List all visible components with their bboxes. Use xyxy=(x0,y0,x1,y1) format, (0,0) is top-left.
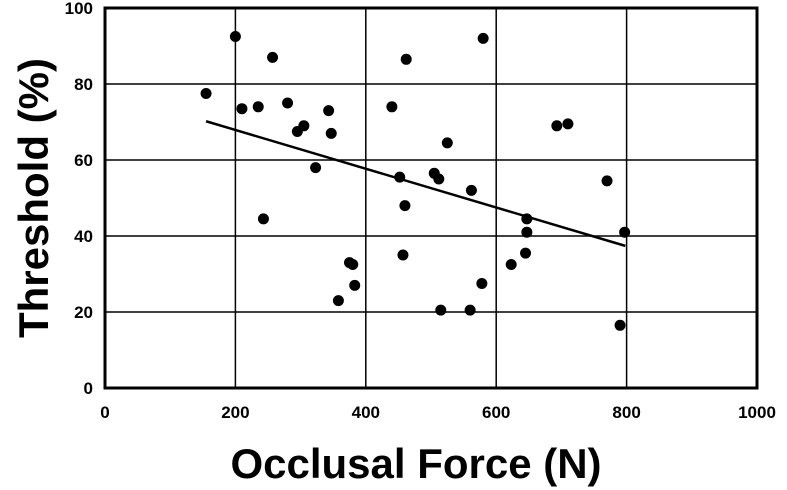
data-point xyxy=(520,247,532,259)
x-tick-labels: 0 200 400 600 800 1000 xyxy=(100,403,776,422)
data-point xyxy=(347,259,359,270)
data-point xyxy=(476,278,488,289)
y-tick-label: 20 xyxy=(74,303,93,322)
data-point xyxy=(619,226,631,238)
data-point xyxy=(521,226,533,238)
data-point xyxy=(521,213,533,225)
data-point xyxy=(477,32,489,44)
y-tick-label: 100 xyxy=(65,0,93,18)
data-point xyxy=(267,51,279,63)
trendline xyxy=(205,120,626,248)
data-point xyxy=(332,295,344,307)
data-point xyxy=(252,101,264,113)
data-point xyxy=(465,184,477,196)
data-point xyxy=(433,173,445,185)
data-point xyxy=(400,53,412,65)
data-point xyxy=(614,319,626,331)
y-tick-label: 40 xyxy=(74,227,93,246)
x-tick-label: 200 xyxy=(221,403,249,422)
data-point xyxy=(386,101,398,113)
data-point xyxy=(229,31,241,42)
plot-area-frame xyxy=(103,6,759,390)
x-tick-label: 800 xyxy=(612,403,640,422)
y-tick-label: 80 xyxy=(74,75,93,94)
x-tick-label: 400 xyxy=(352,403,380,422)
x-tick-label: 600 xyxy=(482,403,510,422)
data-point xyxy=(464,304,476,316)
x-axis-label: Occlusal Force (N) xyxy=(230,440,601,487)
data-point xyxy=(505,259,517,270)
data-point xyxy=(551,120,563,132)
data-point xyxy=(298,120,310,132)
data-point xyxy=(236,103,248,115)
data-point xyxy=(435,304,447,316)
data-point xyxy=(325,127,337,139)
data-point xyxy=(562,118,574,130)
data-point xyxy=(349,279,361,291)
data-point xyxy=(394,171,406,183)
data-point xyxy=(257,213,269,225)
data-point xyxy=(200,88,212,99)
data-point xyxy=(310,162,322,174)
y-tick-labels: 0 20 40 60 80 100 xyxy=(65,0,93,398)
trendline-group xyxy=(205,120,626,248)
data-point xyxy=(441,137,453,149)
x-tick-label: 0 xyxy=(100,403,109,422)
grid-lines xyxy=(105,8,757,388)
x-tick-label: 1000 xyxy=(738,403,776,422)
data-point xyxy=(397,249,409,261)
data-point xyxy=(282,97,294,109)
data-point xyxy=(323,105,335,117)
data-point xyxy=(601,175,613,187)
y-tick-label: 60 xyxy=(74,151,93,170)
data-point xyxy=(399,200,411,212)
data-points xyxy=(200,31,631,331)
y-tick-label: 0 xyxy=(84,379,93,398)
y-axis-label: Threshold (%) xyxy=(10,58,57,338)
